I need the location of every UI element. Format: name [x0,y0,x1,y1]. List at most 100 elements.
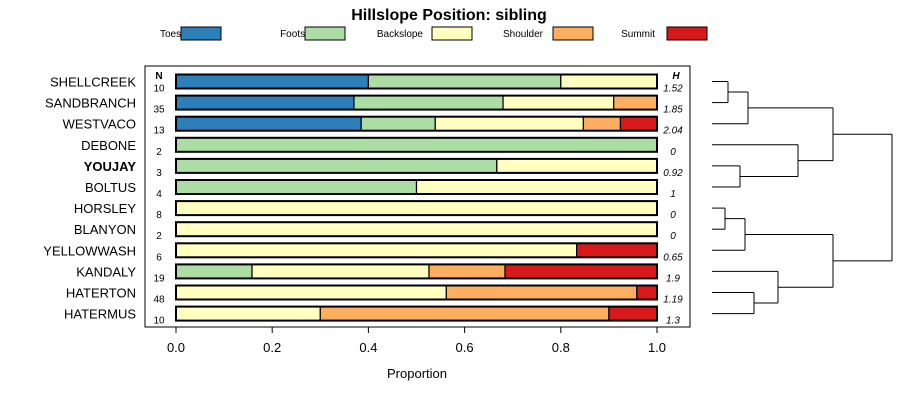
legend: Toeslope Footslope Backslope Shoulder Summit [160,26,708,41]
chart-title: Hillslope Position: sibling [351,7,547,24]
bar-segment-footslope [360,116,436,132]
row-hatermus: HATERMUS 10 1.3 [64,305,680,327]
row-yellowwash: YELLOWWASH 6 0.65 [43,242,683,263]
bar-segment-backslope [251,263,430,279]
row-label: BOLTUS [85,180,136,195]
row-n-value: 10 [153,316,165,327]
row-h-value: 0.65 [663,252,683,263]
row-label: KANDALY [76,264,136,279]
row-sandbranch: SANDBRANCH 35 1.85 [45,94,683,116]
row-label: DEBONE [81,138,136,153]
bar-segment-toeslope [175,94,355,111]
x-axis: 0.0 0.2 0.4 0.6 0.8 1.0 [167,327,666,355]
bar-segment-footslope [175,158,498,174]
bar-segment-summit [608,306,658,322]
row-n-value: 4 [156,189,162,200]
legend-label-backslope: Backslope [377,29,424,40]
row-h-value: 1.19 [663,295,683,306]
row-youjay: YOUJAY 3 0.92 [84,157,683,179]
legend-swatch-summit [666,26,708,41]
bar-segment-backslope [175,200,658,216]
legend-label-summit: Summit [621,29,655,40]
row-n-value: 35 [153,105,165,116]
bar-outline [175,284,658,301]
bar-segment-toeslope [175,116,362,132]
n-column-header: N [155,71,162,82]
bar-segment-shoulder [319,306,610,322]
row-n-value: 13 [153,126,165,137]
row-debone: DEBONE 2 0 [81,136,676,158]
x-tick-label: 0.4 [359,340,377,355]
h-column-header: H [672,71,680,82]
row-label: HATERMUS [64,307,136,322]
row-boltus: BOLTUS 4 1 [85,179,676,200]
bar-segment-summit [504,263,658,279]
bar-outline [175,136,658,153]
row-h-value: 2.04 [662,126,683,137]
row-h-value: 1.85 [663,105,683,116]
bar-outline [175,94,658,111]
bar-segment-summit [576,242,658,258]
row-h-value: 0 [670,210,676,221]
row-horsley: HORSLEY 8 0 [74,200,676,221]
row-haterton: HATERTON 48 1.19 [66,284,683,306]
bar-segment-footslope [175,137,658,153]
bar-segment-footslope [175,179,418,195]
dendrogram [712,81,893,315]
bar-segment-summit [619,116,658,132]
row-n-value: 10 [153,84,165,95]
x-axis-label: Proportion [387,366,447,381]
legend-label-shoulder: Shoulder [503,29,544,40]
bar-segment-backslope [175,284,447,301]
bar-segment-backslope [496,158,658,174]
legend-label-toeslope: Toeslope [160,29,200,40]
plot-frame [144,65,691,328]
row-n-value: 8 [156,210,162,221]
row-label: YOUJAY [84,159,137,174]
row-h-value: 0 [670,231,676,242]
row-n-value: 6 [156,252,162,263]
row-n-value: 48 [153,295,165,306]
bar-segment-toeslope [175,73,369,90]
x-tick-label: 0.6 [456,340,474,355]
bar-segment-shoulder [428,263,506,279]
x-tick-label: 0.8 [552,340,570,355]
legend-swatch-toeslope [180,26,222,41]
bar-segment-backslope [560,73,658,90]
bar-segment-summit [636,284,658,301]
row-label: WESTVACO [63,117,136,132]
bar-segment-backslope [415,179,658,195]
row-n-value: 2 [156,147,162,158]
row-label: YELLOWWASH [43,243,136,258]
legend-swatch-footslope [304,26,346,41]
bar-segment-footslope [367,73,562,90]
row-label: HORSLEY [74,201,136,216]
row-n-value: 19 [153,273,165,284]
bar-outline [175,115,658,132]
bar-segment-backslope [175,306,321,322]
row-h-value: 1.52 [663,84,683,95]
x-tick-label: 0.0 [167,340,185,355]
bar-segment-backslope [434,116,585,132]
bar-segment-backslope [175,242,578,258]
legend-label-footslope: Footslope [280,29,324,40]
bar-outline [175,263,658,280]
row-h-value: 0 [670,147,676,158]
bar-outline [175,73,658,90]
legend-swatch-shoulder [552,26,594,41]
x-tick-label: 1.0 [648,340,666,355]
bar-segment-footslope [353,94,504,111]
row-label: SANDBRANCH [45,96,136,111]
row-h-value: 1.3 [666,316,680,327]
row-h-value: 1.9 [666,273,680,284]
bar-outline [175,305,658,322]
legend-swatch-backslope [431,26,473,41]
row-n-value: 3 [156,168,162,179]
bar-segment-backslope [175,221,658,237]
bar-outline [175,242,658,259]
row-label: SHELLCREEK [50,75,136,90]
row-label: BLANYON [74,222,136,237]
row-westvaco: WESTVACO 13 2.04 [63,115,683,137]
